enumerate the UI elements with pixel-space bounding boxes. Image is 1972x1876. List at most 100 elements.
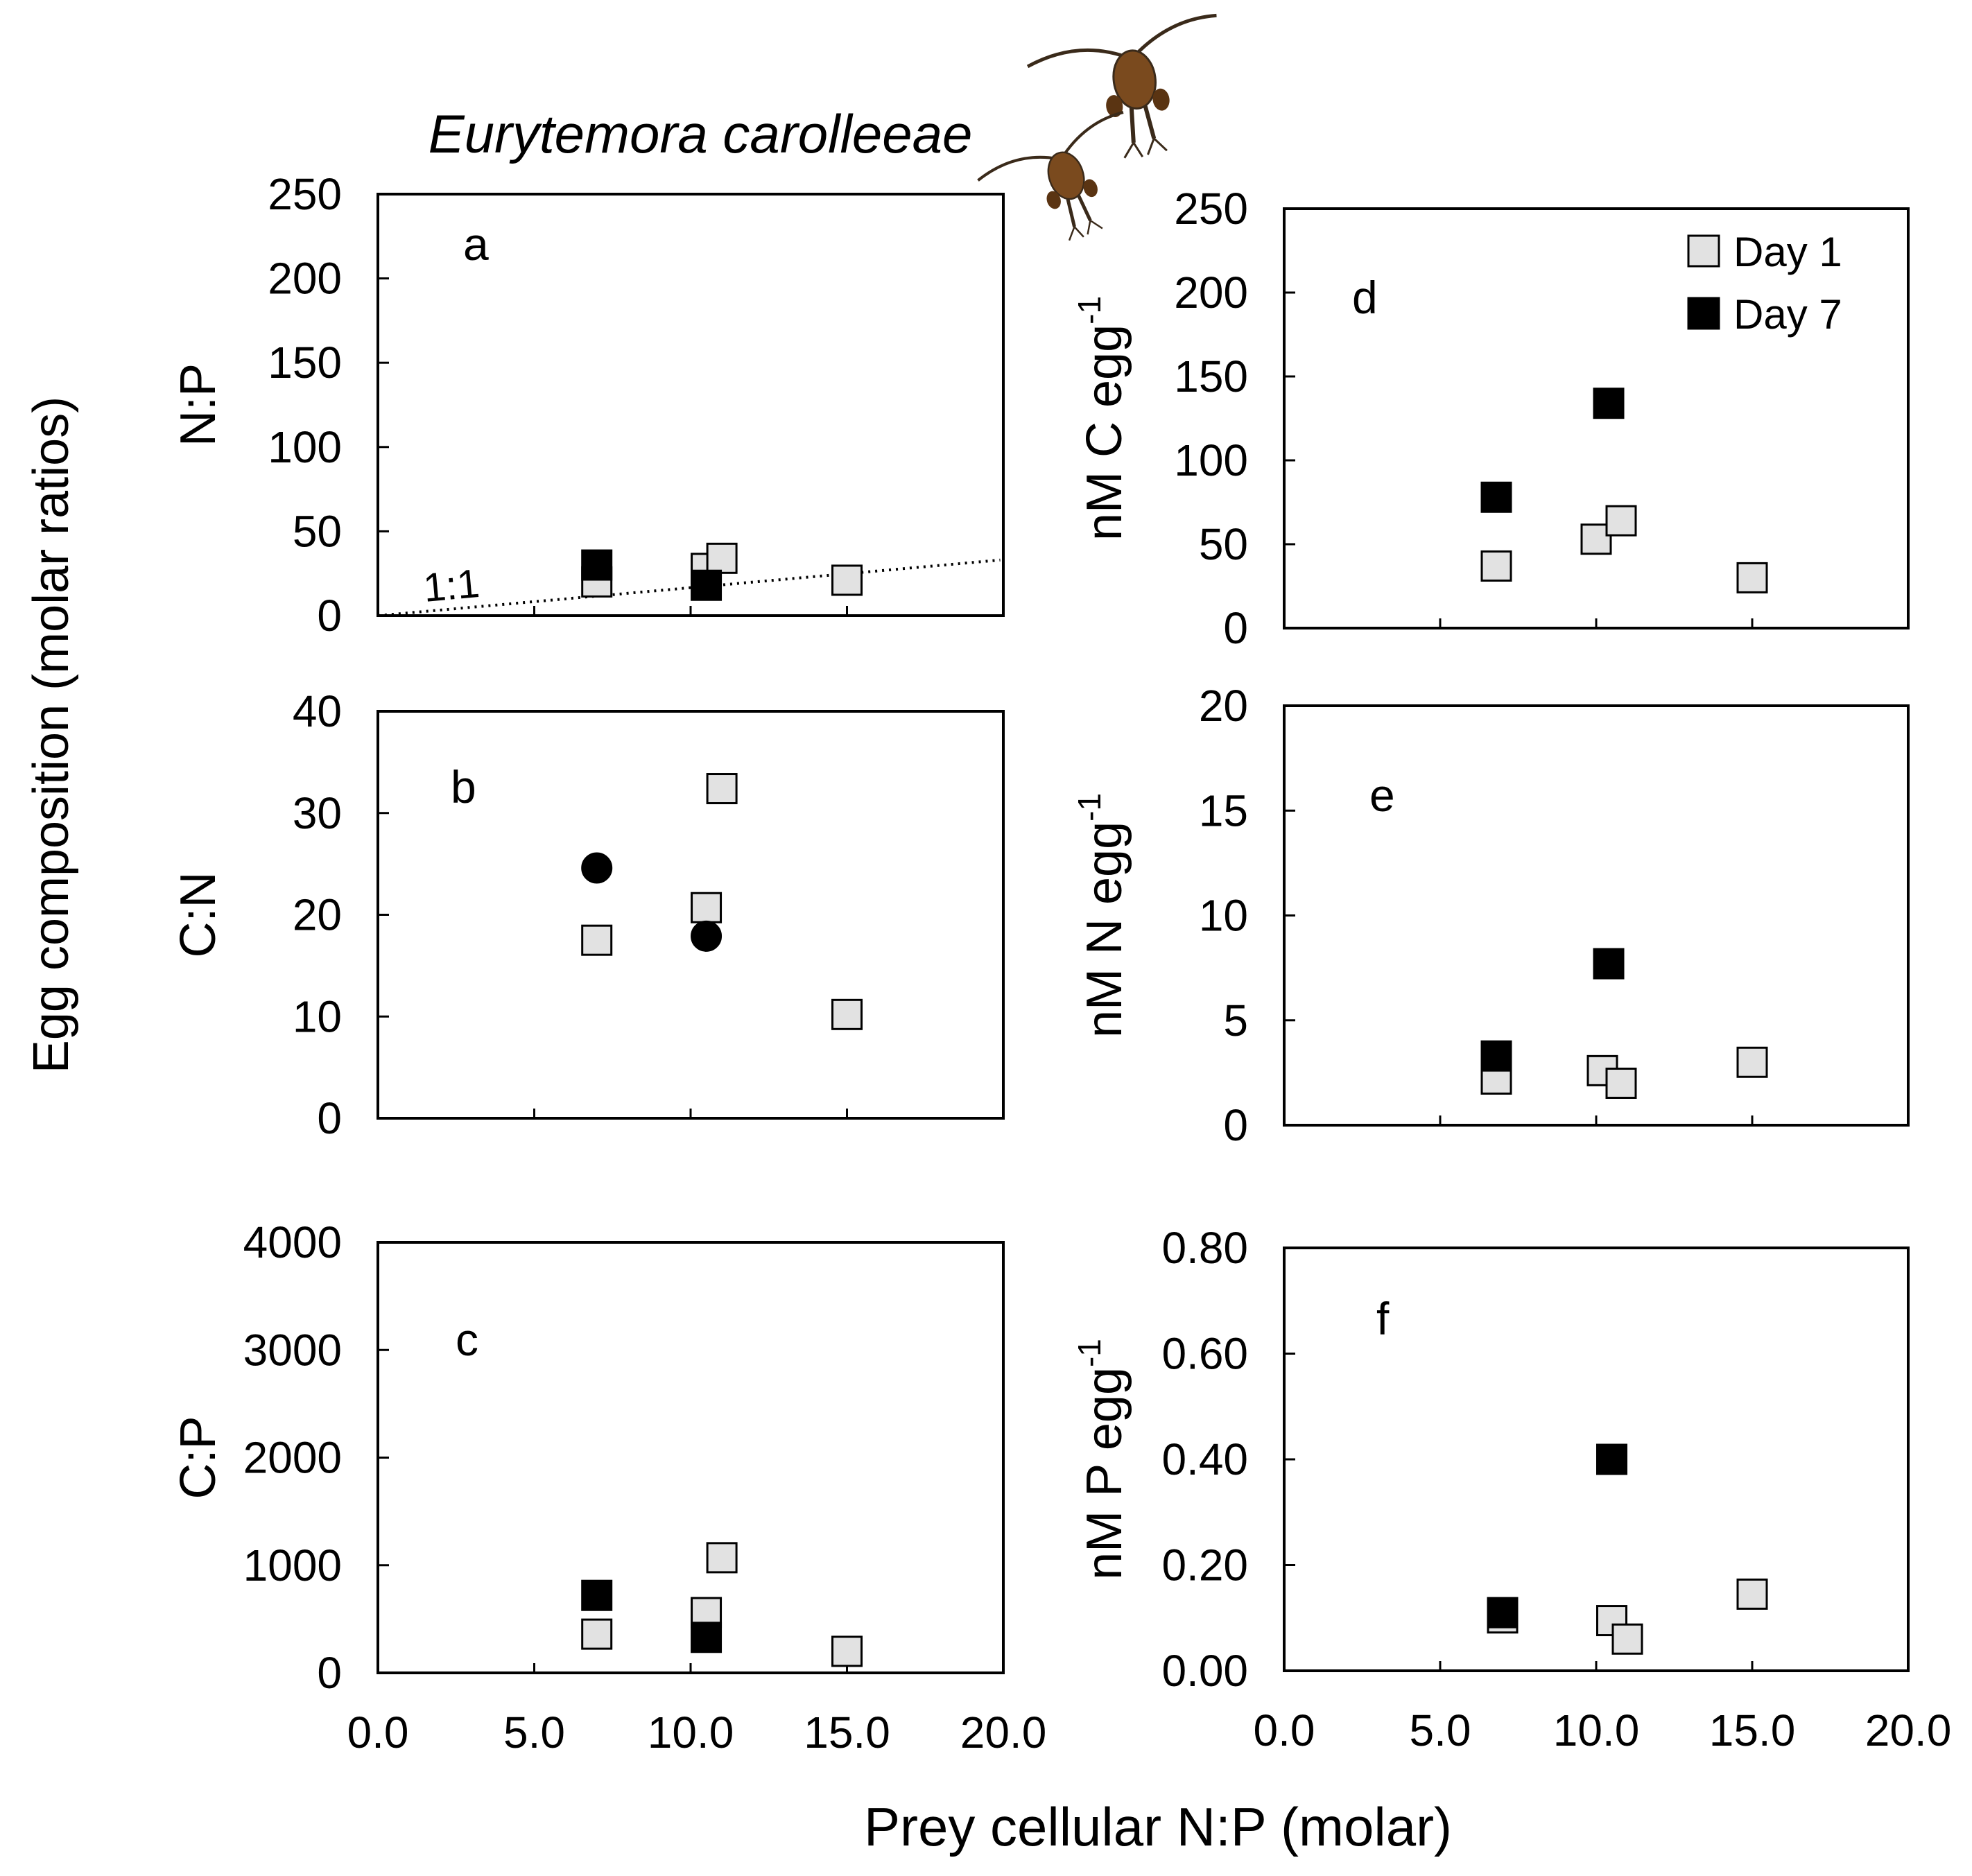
data-point-day-1 [706, 542, 738, 574]
copepod-icon [1026, 13, 1217, 159]
data-point-day-7 [1480, 1040, 1512, 1072]
legend-entry-label: Day 7 [1733, 291, 1842, 338]
x-tick-label: 5.0 [1410, 1705, 1471, 1755]
reference-line-label: 1:1 [422, 561, 481, 611]
data-point-day-7 [691, 569, 723, 601]
data-point-day-1 [1611, 1623, 1643, 1655]
panel-a: 0 50 100 150 200 250 N:P a 1:1 [171, 169, 1005, 641]
panel-e: 0 5 10 15 20 nM N egg-1 e [1071, 681, 1910, 1150]
y-tick-label: 20 [293, 890, 342, 940]
y-tick-label: 200 [1174, 268, 1248, 318]
y-axis-label: nM N egg-1 [1071, 793, 1132, 1038]
y-tick-label: 15 [1199, 785, 1248, 835]
y-axis-label-text: nM N egg [1077, 822, 1132, 1038]
legend-entry-label: Day 1 [1733, 229, 1842, 275]
reference-line-1-1 [377, 558, 1001, 617]
y-tick-label: 0.20 [1161, 1540, 1248, 1590]
data-point-day-1 [1580, 523, 1612, 555]
y-tick-label: 0.00 [1161, 1646, 1248, 1696]
y-tick-label: 100 [268, 422, 342, 472]
x-tick-label: 0.0 [347, 1708, 409, 1757]
y-tick-label: 200 [268, 254, 342, 304]
data-point-day-1 [1736, 1046, 1768, 1078]
y-axis-label-text: C:P [171, 1416, 226, 1499]
y-tick-label: 0.40 [1161, 1434, 1248, 1484]
y-axis-label: nM C egg-1 [1071, 296, 1132, 541]
x-tick-label: 15.0 [804, 1708, 890, 1757]
panel-f: 0.00 0.20 0.40 0.60 0.80 0.0 5.0 10.0 15.0 20.0 nM… [1071, 1223, 1951, 1755]
y-tick-label: 2000 [243, 1433, 342, 1483]
y-tick-label: 100 [1174, 435, 1248, 485]
data-point-day-1 [1480, 550, 1512, 582]
panel-d: 0 50 100 150 200 250 nM C egg-1 d Day 1 Day 7 [1071, 184, 1910, 653]
data-point-day-7 [581, 549, 613, 581]
data-point-day-7 [1593, 388, 1625, 419]
y-axis-label: nM P egg-1 [1071, 1339, 1132, 1580]
y-tick-label: 0 [317, 1093, 342, 1143]
data-point-day-1 [706, 773, 738, 805]
x-tick-label: 15.0 [1709, 1705, 1796, 1755]
x-super-label: Prey cellular N:P (molar) [864, 1796, 1452, 1857]
data-point-day-1 [581, 924, 613, 956]
data-point-day-7 [1596, 1443, 1627, 1475]
data-point-day-7 [1593, 948, 1625, 980]
y-axis-label-superscript: -1 [1071, 1339, 1107, 1367]
legend-swatch [1687, 297, 1720, 330]
y-tick-label: 40 [293, 686, 342, 736]
y-tick-label: 4000 [243, 1217, 342, 1267]
data-point-day-1 [706, 1542, 738, 1574]
panel-label: c [456, 1314, 478, 1365]
x-tick-label: 5.0 [503, 1708, 565, 1757]
y-tick-label: 0 [1223, 1100, 1248, 1150]
data-point-day-1 [581, 1618, 613, 1650]
y-axis-label-text: N:P [171, 363, 226, 446]
data-point-day-7 [581, 1579, 613, 1611]
panel-label: d [1352, 272, 1378, 323]
data-point-day-1 [1605, 1068, 1637, 1099]
y-axis-label-text: C:N [171, 872, 226, 958]
x-tick-label: 20.0 [1865, 1705, 1952, 1755]
y-tick-label: 50 [1199, 519, 1248, 569]
y-axis-label-superscript: -1 [1071, 296, 1107, 324]
y-axis-label-text: nM P egg [1077, 1367, 1132, 1580]
y-tick-label: 150 [1174, 351, 1248, 401]
copepod-illustration [977, 13, 1217, 241]
x-tick-label: 10.0 [1553, 1705, 1640, 1755]
y-tick-label: 20 [1199, 681, 1248, 731]
data-point-day-7 [581, 852, 613, 884]
data-point-day-1 [1605, 505, 1637, 537]
plot-frame [377, 1241, 1005, 1674]
y-tick-label: 0 [317, 1648, 342, 1698]
y-axis-label: N:P [171, 363, 226, 446]
data-point-day-7 [1480, 481, 1512, 513]
panel-c: 0 1000 2000 3000 4000 0.0 5.0 10.0 15.0 20.0 C:P c [171, 1217, 1046, 1757]
panel-b: 0 10 20 30 40 C:N b [171, 686, 1005, 1143]
data-point-day-1 [691, 892, 723, 923]
panels: 050100150200250N:Pa1:1010203040C:Nb01000… [171, 169, 1951, 1757]
y-axis-label: C:N [171, 872, 226, 958]
y-tick-label: 0.80 [1161, 1223, 1248, 1273]
y-tick-label: 250 [268, 169, 342, 219]
data-point-day-7 [1487, 1597, 1519, 1629]
panel-label: f [1376, 1293, 1390, 1344]
y-tick-label: 0 [317, 591, 342, 641]
species-title: Eurytemora carolleeae [429, 103, 973, 164]
copepod-icon [977, 110, 1124, 241]
y-tick-label: 10 [293, 991, 342, 1041]
y-axis-label: C:P [171, 1416, 226, 1499]
data-point-day-1 [831, 564, 863, 596]
data-point-day-1 [831, 998, 863, 1030]
legend-swatch [1687, 234, 1720, 268]
y-tick-label: 3000 [243, 1325, 342, 1375]
panel-label: a [463, 218, 489, 270]
data-point-day-1 [1736, 562, 1768, 593]
y-tick-label: 1000 [243, 1540, 342, 1590]
y-tick-label: 0.60 [1161, 1329, 1248, 1379]
x-tick-label: 20.0 [960, 1708, 1047, 1757]
y-tick-label: 150 [268, 338, 342, 388]
y-axis-label-text: nM C egg [1077, 324, 1132, 541]
legend: Day 1 Day 7 [1687, 229, 1842, 338]
y-tick-label: 50 [293, 506, 342, 556]
y-tick-label: 30 [293, 788, 342, 838]
